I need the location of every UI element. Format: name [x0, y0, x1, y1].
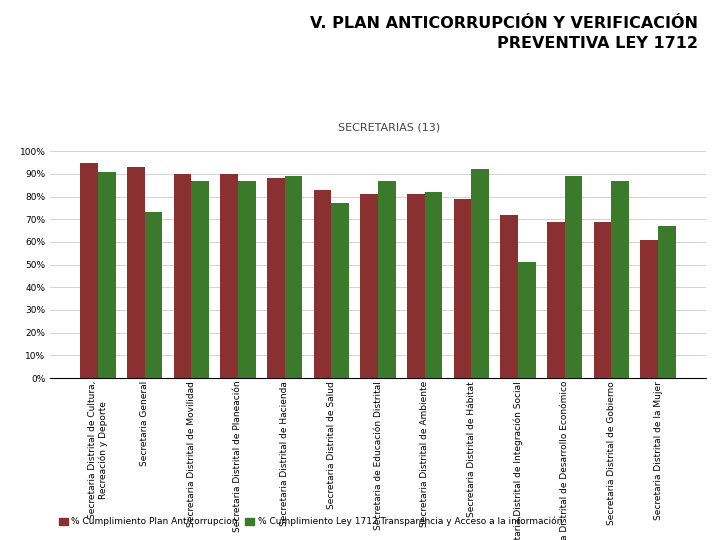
- Text: SECRETARIAS (13): SECRETARIAS (13): [338, 122, 440, 132]
- Bar: [611, 181, 629, 378]
- Bar: [472, 170, 489, 378]
- Bar: [174, 174, 192, 378]
- Bar: [564, 176, 582, 378]
- Bar: [518, 262, 536, 378]
- Bar: [267, 178, 284, 378]
- Bar: [640, 240, 658, 378]
- Bar: [407, 194, 425, 378]
- Bar: [454, 199, 472, 378]
- Legend: % Cumplimiento Plan Anticorrupcion, % Cumplimiento Ley 1712 Transparencia y Acce: % Cumplimiento Plan Anticorrupcion, % Cu…: [55, 514, 565, 530]
- Bar: [98, 172, 116, 378]
- Bar: [127, 167, 145, 378]
- Bar: [500, 215, 518, 378]
- Text: V. PLAN ANTICORRUPCIÓN Y VERIFICACIÓN
PREVENTIVA LEY 1712: V. PLAN ANTICORRUPCIÓN Y VERIFICACIÓN PR…: [310, 16, 698, 51]
- Bar: [238, 181, 256, 378]
- Bar: [314, 190, 331, 378]
- Bar: [547, 221, 564, 378]
- Bar: [284, 176, 302, 378]
- Bar: [425, 192, 442, 378]
- Bar: [192, 181, 209, 378]
- Bar: [331, 204, 349, 378]
- Bar: [594, 221, 611, 378]
- Bar: [80, 163, 98, 378]
- Bar: [378, 181, 396, 378]
- Bar: [360, 194, 378, 378]
- Bar: [220, 174, 238, 378]
- Bar: [145, 212, 162, 378]
- Bar: [658, 226, 676, 378]
